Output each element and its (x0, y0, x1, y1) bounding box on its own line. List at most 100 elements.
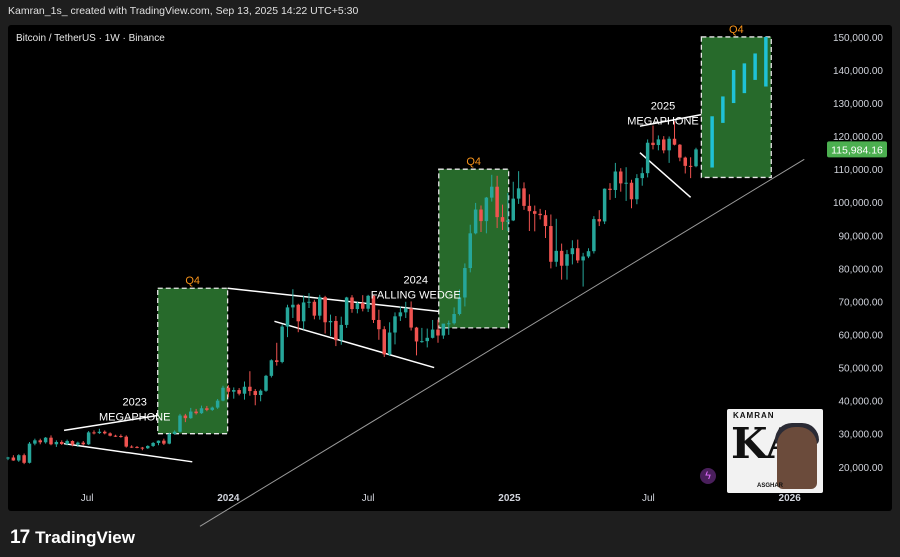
symbol-info: Bitcoin / TetherUS · 1W · Binance (16, 33, 165, 44)
candle-body (457, 297, 462, 315)
candle-body (586, 251, 591, 257)
y-tick-label: 60,000.00 (839, 331, 884, 342)
candle-body (146, 445, 150, 449)
candle-body (119, 436, 123, 438)
candle-body (635, 178, 639, 200)
q4-label-2: Q4 (729, 24, 744, 36)
candle-body (76, 442, 80, 445)
candle-body (172, 431, 177, 435)
candle-body (516, 188, 521, 199)
annotation-1-line-0: 2024 (403, 274, 427, 286)
candle-body (344, 297, 349, 325)
candle-body (285, 307, 290, 327)
candle-body (124, 436, 128, 447)
candle-body (602, 188, 607, 222)
y-tick-label: 50,000.00 (839, 364, 884, 375)
candle-body (387, 332, 392, 355)
candle-body (430, 329, 435, 338)
candle-body (17, 455, 21, 461)
y-tick-label: 30,000.00 (839, 430, 884, 441)
candle-body (242, 386, 247, 394)
candle-body (215, 400, 220, 408)
candle-body (570, 248, 575, 255)
projected-candle (742, 63, 747, 94)
candle-body (280, 326, 284, 362)
support-trendline (199, 158, 805, 527)
projected-candle (753, 53, 757, 80)
x-tick-label: Jul (362, 493, 375, 504)
annotation-2-line-0: 2025 (651, 101, 675, 113)
candle-body (500, 217, 505, 222)
candle-body (393, 316, 397, 333)
candle-body (565, 254, 569, 266)
candle-body (355, 303, 360, 310)
candle-body (65, 440, 69, 444)
candle-body (156, 440, 161, 443)
candle-body (194, 411, 198, 414)
candle-body (683, 157, 687, 166)
candle-body (226, 387, 231, 392)
y-tick-label: 100,000.00 (833, 198, 883, 209)
candle-body (92, 432, 96, 434)
candle-body (640, 173, 644, 179)
candle-body (312, 301, 317, 316)
bolt-icon[interactable]: ϟ (700, 468, 716, 484)
candle-body (291, 304, 295, 308)
candle-body (678, 144, 682, 158)
annotation-2-line-1: MEGAPHONE (627, 116, 699, 128)
candle-body (511, 198, 515, 221)
candle-body (258, 390, 263, 396)
candle-body (495, 186, 499, 218)
candle-body (269, 360, 274, 376)
candle-body (463, 268, 467, 298)
candle-body (27, 443, 32, 463)
candle-body (210, 407, 214, 410)
x-tick-label: 2026 (779, 493, 802, 504)
tradingview-logo[interactable]: 17 TradingView (10, 527, 135, 549)
candle-body (645, 142, 650, 174)
candle-body (162, 440, 166, 444)
candle-body (22, 455, 26, 463)
annotation-0-line-1: MEGAPHONE (99, 412, 171, 424)
chart-attribution: Kamran_1s_ created with TradingView.com,… (8, 5, 359, 17)
y-tick-label: 80,000.00 (839, 264, 884, 275)
candle-body (318, 297, 322, 316)
candle-body (667, 138, 671, 151)
tradingview-brand: TradingView (35, 528, 135, 547)
candle-body (522, 188, 526, 206)
candle-body (81, 442, 85, 445)
candle-body (70, 440, 75, 445)
candle-body (425, 337, 429, 342)
projected-candle (764, 36, 768, 87)
x-tick-label: 2025 (498, 493, 521, 504)
candle-body (328, 320, 333, 323)
x-tick-label: Jul (642, 493, 655, 504)
candle-body (420, 341, 424, 343)
candle-body (366, 295, 370, 309)
y-tick-label: 120,000.00 (833, 132, 883, 143)
y-tick-label: 130,000.00 (833, 99, 883, 110)
candle-body (86, 432, 91, 445)
candle-body (334, 320, 338, 341)
candle-body (441, 323, 446, 336)
q4-box-0 (157, 287, 229, 435)
candle-body (473, 209, 478, 234)
candle-body (33, 440, 37, 444)
candle-body (237, 390, 241, 394)
avatar-illustration (777, 427, 817, 489)
candle-body (619, 171, 623, 184)
projected-candle (710, 116, 714, 168)
y-tick-label: 90,000.00 (839, 231, 884, 242)
candle-body (409, 308, 413, 328)
candle-body (183, 415, 188, 419)
candle-body (559, 250, 564, 266)
candle-body (452, 314, 456, 324)
candle-body (382, 329, 386, 355)
candle-body (248, 386, 252, 392)
candle-body (113, 435, 118, 437)
candle-body (533, 211, 537, 214)
pattern-line-5 (639, 113, 702, 127)
candle-body (140, 447, 145, 449)
candle-body (662, 139, 666, 151)
